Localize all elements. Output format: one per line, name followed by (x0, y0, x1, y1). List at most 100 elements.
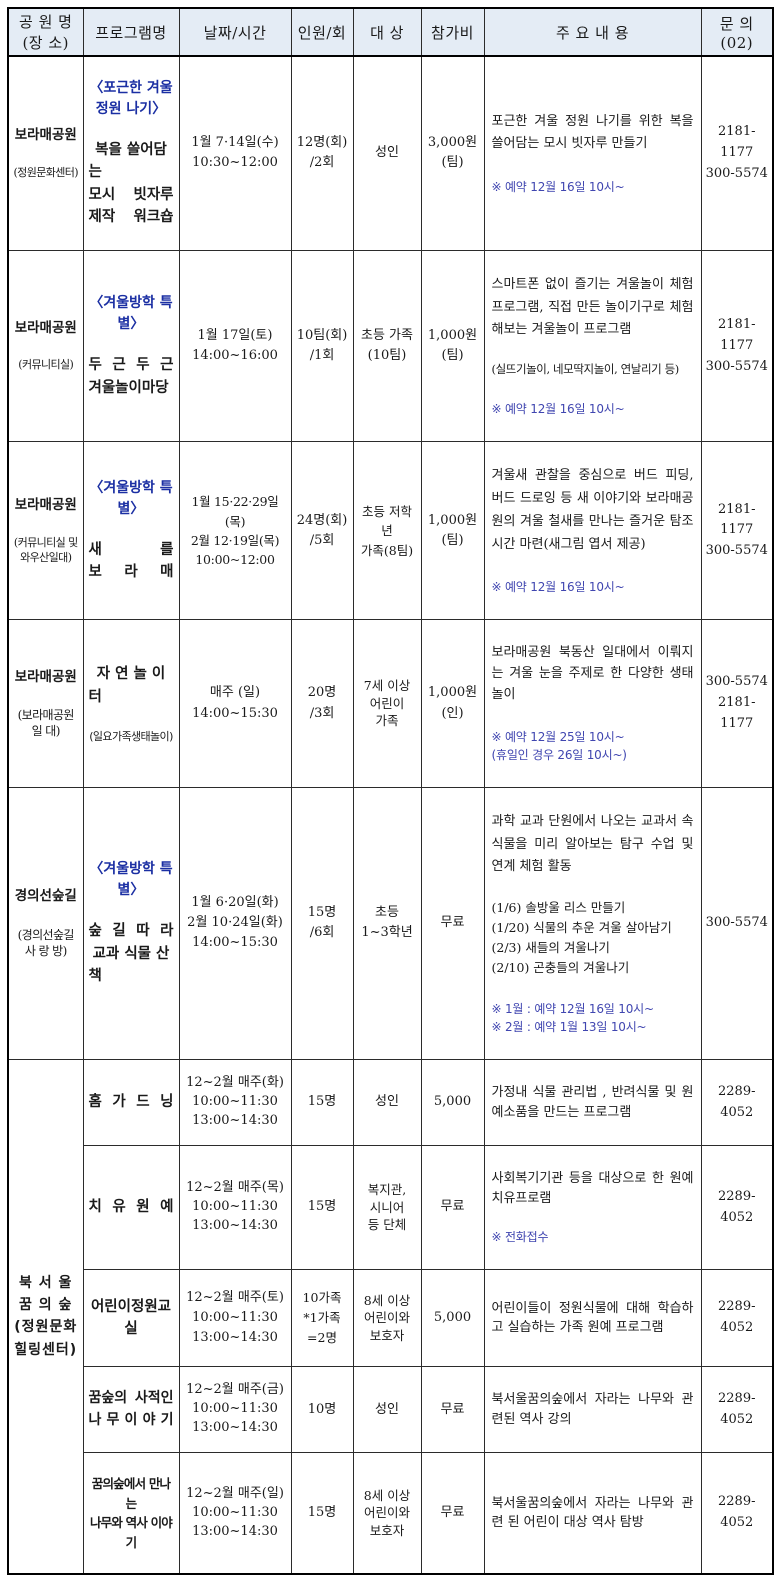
park-cell-group: 북 서 울 꿈 의 숲 (정원문화 힐링센터) (7, 1059, 84, 1575)
program-cell: 〈겨울방학 특별〉 두 근 두 근 겨울놀이마당 (82, 249, 180, 443)
target-cell: 복지관, 시니어 등 단체 (352, 1145, 422, 1271)
phone-cell: 2289-4052 (700, 1145, 774, 1271)
header-target: 대 상 (352, 7, 422, 57)
fee-cell: 1,000원 (팀) (420, 441, 485, 621)
phone-cell: 2289-4052 (700, 1059, 774, 1147)
program-name: 꿈의숲에서 만나는 나무와 역사 이야기 (89, 1476, 173, 1550)
target-cell: 성인 (352, 1366, 422, 1454)
capacity-cell: 12명(회) /2회 (290, 55, 354, 251)
fee-cell: 무료 (420, 1145, 485, 1271)
phone-cell: 300-5574 2181-1177 (700, 619, 774, 788)
target-cell: 7세 이상 어린이 가족 (352, 619, 422, 788)
phone-cell: 2181-1177 300-5574 (700, 55, 774, 251)
header-program: 프로그램명 (82, 7, 180, 57)
fee-cell: 무료 (420, 786, 485, 1061)
program-cell: 자 연 놀 이 터 (일요가족생태놀이) (82, 619, 180, 788)
phone-registration-note: ※ 전화접수 (491, 1230, 549, 1245)
target-cell: 초등 1~3학년 (352, 786, 422, 1061)
fee-cell: 3,000원 (팀) (420, 55, 485, 251)
content-cell: 북서울꿈의숲에서 자라는 나무와 관련 된 어린이 대상 역사 탐방 (483, 1452, 702, 1575)
capacity-cell: 15명 (290, 1452, 354, 1575)
table-row: 꿈의숲에서 만나는 나무와 역사 이야기 12~2월 매주(일) 10:00~1… (8, 1452, 774, 1575)
date-cell: 1월 17일(토) 14:00~16:00 (178, 249, 292, 443)
content-cell: 겨울새 관찰을 중심으로 버드 피딩, 버드 드로잉 등 새 이야기와 보라매공… (483, 441, 702, 621)
date-cell: 매주 (일) 14:00~15:30 (178, 619, 292, 788)
table-header-row: 공 원 명 (장 소) 프로그램명 날짜/시간 인원/회 대 상 참가비 주 요… (7, 7, 774, 57)
program-name: 꿈숲의 사적인 나 무 이 야 기 (88, 1390, 174, 1428)
reservation-note: ※ 예약 12월 16일 10시~ (491, 580, 625, 595)
content-cell: 스마트폰 없이 즐기는 겨울놀이 체험 프로그램, 직접 만든 놀이기구로 체험… (483, 249, 702, 443)
park-program-table: 공 원 명 (장 소) 프로그램명 날짜/시간 인원/회 대 상 참가비 주 요… (7, 7, 774, 1575)
content-text: 겨울새 관찰을 중심으로 버드 피딩, 버드 드로잉 등 새 이야기와 보라매공… (491, 468, 694, 552)
park-name: 보라매공원 (14, 127, 77, 144)
program-name: 복을 쓸어담는 모시 빗자루 제작 워크숍 (88, 142, 174, 226)
reservation-note: ※ 1월 : 예약 12월 16일 10시~ ※ 2월 : 예약 1월 13일 … (491, 1002, 655, 1035)
target-cell: 성인 (352, 1059, 422, 1147)
date-cell: 12~2월 매주(토) 10:00~11:30 13:00~14:30 (178, 1269, 292, 1368)
header-content: 주 요 내 용 (483, 7, 702, 57)
header-fee: 참가비 (420, 7, 485, 57)
target-cell: 8세 이상 어린이와 보호자 (352, 1452, 422, 1575)
park-location: (커뮤니티실) (18, 358, 74, 372)
reservation-note: ※ 예약 12월 16일 10시~ (491, 402, 625, 417)
content-text: 포근한 겨울 정원 나기를 위한 복을 쓸어담는 모시 빗자루 만들기 (491, 113, 694, 152)
program-name: 새 를 보 라 매 (88, 541, 174, 581)
fee-cell: 5,000 (420, 1269, 485, 1368)
capacity-cell: 10팀(회) /1회 (290, 249, 354, 443)
park-cell: 보라매공원 (보라매공원 일 대) (7, 619, 84, 788)
content-cell: 가정내 식물 관리법 , 반려식물 및 원예소품을 만드는 프로그램 (483, 1059, 702, 1147)
table-row: 치 유 원 예 12~2월 매주(목) 10:00~11:30 13:00~14… (8, 1145, 774, 1271)
park-name: 보라매공원 (14, 668, 77, 685)
park-location: (정원문화센터) (13, 165, 78, 179)
header-capacity: 인원/회 (290, 7, 354, 57)
reservation-note: ※ 예약 12월 25일 10시~ (휴일인 경우 26일 10시~) (491, 729, 627, 762)
program-cell: 꿈숲의 사적인 나 무 이 야 기 (82, 1366, 180, 1454)
park-name: 북 서 울 꿈 의 숲 (정원문화 힐링센터) (14, 1274, 78, 1358)
content-text: 보라매공원 북동산 일대에서 이뤄지는 겨울 눈을 주제로 한 다양한 생태 놀… (491, 645, 694, 702)
program-name: 숲 길 따 라 교과 식물 산책 (88, 923, 174, 985)
phone-cell: 2181-1177 300-5574 (700, 441, 774, 621)
content-text: 사회복기기관 등을 대상으로 한 원예치유프로램 (491, 1171, 694, 1206)
park-cell: 보라매공원 (정원문화센터) (7, 55, 84, 251)
program-cell: 〈겨울방학 특별〉 새 를 보 라 매 (82, 441, 180, 621)
park-cell: 보라매공원 (커뮤니티실 및 와우산일대) (7, 441, 84, 621)
table-row: 꿈숲의 사적인 나 무 이 야 기 12~2월 매주(금) 10:00~11:3… (8, 1366, 774, 1454)
capacity-cell: 10가족 *1가족=2명 (290, 1269, 354, 1368)
content-text: 과학 교과 단원에서 나오는 교과서 속 식물을 미리 알아보는 탐구 수업 및… (491, 813, 694, 875)
program-header: 〈겨울방학 특별〉 (89, 295, 173, 333)
date-cell: 12~2월 매주(금) 10:00~11:30 13:00~14:30 (178, 1366, 292, 1454)
content-text: 어린이들이 정원식물에 대해 학습하고 실습하는 가족 원예 프로그램 (491, 1300, 694, 1336)
date-cell: 12~2월 매주(화) 10:00~11:30 13:00~14:30 (178, 1059, 292, 1147)
capacity-cell: 10명 (290, 1366, 354, 1454)
date-cell: 12~2월 매주(목) 10:00~11:30 13:00~14:30 (178, 1145, 292, 1271)
header-datetime: 날짜/시간 (178, 7, 292, 57)
park-location: (경의선숲길 사 랑 방) (17, 927, 75, 959)
program-subtitle: (일요가족생태놀이) (89, 730, 173, 744)
park-name: 보라매공원 (14, 319, 77, 336)
fee-cell: 1,000원 (팀) (420, 249, 485, 443)
program-header: 〈포근한 겨울 정원 나기〉 (89, 80, 173, 117)
content-text: 북서울꿈의숲에서 자라는 나무와 관련 된 어린이 대상 역사 탐방 (491, 1495, 694, 1531)
table-row: 북 서 울 꿈 의 숲 (정원문화 힐링센터) 홈 가 드 닝 12~2월 매주… (7, 1059, 774, 1575)
fee-cell: 1,000원 (인) (420, 619, 485, 788)
phone-cell: 2289-4052 (700, 1452, 774, 1575)
content-cell: 사회복기기관 등을 대상으로 한 원예치유프로램 ※ 전화접수 (483, 1145, 702, 1271)
content-schedule-list: (1/6) 솔방울 리스 만들기 (1/20) 식물의 추운 겨울 살아남기 (… (491, 900, 672, 976)
header-park: 공 원 명 (장 소) (7, 7, 84, 57)
program-cell: 〈겨울방학 특별〉 숲 길 따 라 교과 식물 산책 (82, 786, 180, 1061)
table-row: 경의선숲길 (경의선숲길 사 랑 방) 〈겨울방학 특별〉 숲 길 따 라 교과… (7, 786, 774, 1061)
program-name: 두 근 두 근 겨울놀이마당 (88, 357, 174, 396)
program-name: 자 연 놀 이 터 (88, 666, 166, 705)
target-cell: 성인 (352, 55, 422, 251)
fee-cell: 무료 (420, 1452, 485, 1575)
content-cell: 어린이들이 정원식물에 대해 학습하고 실습하는 가족 원예 프로그램 (483, 1269, 702, 1368)
phone-cell: 2289-4052 (700, 1366, 774, 1454)
program-cell: 〈포근한 겨울 정원 나기〉 복을 쓸어담는 모시 빗자루 제작 워크숍 (82, 55, 180, 251)
content-cell: 과학 교과 단원에서 나오는 교과서 속 식물을 미리 알아보는 탐구 수업 및… (483, 786, 702, 1061)
phone-cell: 2181-1177 300-5574 (700, 249, 774, 443)
content-detail: (실뜨기놀이, 네모딱지놀이, 연날리기 등) (491, 362, 680, 377)
target-cell: 초등 저학년 가족(8팀) (352, 441, 422, 621)
table-row: 보라매공원 (정원문화센터) 〈포근한 겨울 정원 나기〉 복을 쓸어담는 모시… (7, 55, 774, 251)
capacity-cell: 15명 (290, 1145, 354, 1271)
program-cell: 홈 가 드 닝 (82, 1059, 180, 1147)
